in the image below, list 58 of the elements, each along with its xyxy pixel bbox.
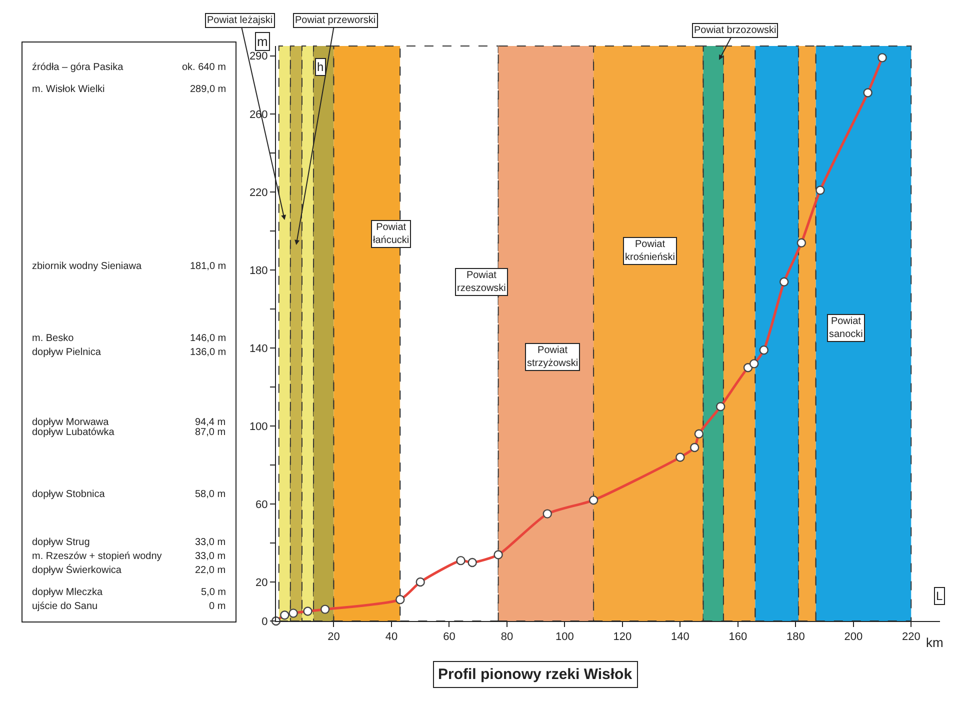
text: 87,0 m — [195, 427, 226, 438]
y-tick-label: 180 — [249, 265, 268, 277]
text: m. Rzeszów + stopień wodny — [32, 551, 162, 562]
text: 58,0 m — [195, 489, 226, 500]
text: 0 m — [209, 601, 226, 612]
x-tick-label: 180 — [786, 631, 805, 644]
x-tick-label: 40 — [385, 631, 398, 644]
y-tick-label: 60 — [256, 498, 268, 511]
x-axis-title: km — [926, 635, 944, 650]
y-tick-label: 220 — [249, 187, 268, 200]
band-label: Powiat sanocki — [829, 316, 863, 340]
text: dopływ Stobnica — [32, 489, 106, 500]
text: ujście do Sanu — [32, 601, 98, 612]
band-label: Powiat krośnieński — [625, 239, 676, 263]
text: 22,0 m — [195, 565, 226, 576]
text: dopływ Morwawa — [32, 417, 110, 428]
text: m. Wisłok Wielki — [32, 84, 105, 95]
x-tick-label: 220 — [902, 631, 920, 644]
text: dopływ Pielnica — [32, 347, 102, 358]
text: 33,0 m — [195, 537, 226, 548]
text: 146,0 m — [190, 333, 226, 344]
text: m. Besko — [32, 333, 74, 344]
band-label: Powiat brzozowski — [694, 25, 776, 36]
band-label: Powiat łańcucki — [373, 222, 410, 246]
band-label: Powiat przeworski — [295, 15, 376, 26]
x-tick-label: 60 — [443, 631, 456, 644]
text: 181,0 m — [190, 261, 226, 272]
text: 5,0 m — [201, 587, 226, 598]
text: Profil pionowy rzeki Wisłok — [438, 666, 633, 683]
text: dopływ Mleczka — [32, 587, 104, 598]
x-tick-label: 80 — [500, 631, 514, 644]
y-axis-title: m — [257, 34, 268, 49]
x-tick-label: 100 — [556, 631, 574, 644]
text: dopływ Strug — [32, 537, 90, 548]
band-label: Powiat strzyżowski — [527, 345, 578, 369]
text: 136,0 m — [190, 347, 226, 358]
text: ok. 640 m — [182, 62, 226, 73]
x-tick-label: 160 — [728, 631, 748, 644]
annotation: h — [317, 60, 324, 74]
y-tick-label: 20 — [256, 576, 268, 589]
y-tick-label: 140 — [249, 342, 268, 355]
y-tick-label: 100 — [249, 420, 268, 433]
text: dopływ Lubatówka — [32, 427, 115, 438]
x-tick-label: 120 — [613, 631, 632, 644]
text: dopływ Świerkowica — [32, 564, 122, 576]
text: zbiornik wodny Sieniawa — [32, 261, 142, 272]
band-label: Powiat leżajski — [207, 15, 273, 26]
x-tick-label: 200 — [844, 631, 863, 644]
band-label: Powiat rzeszowski — [457, 270, 506, 294]
y-tick-label: 0 — [262, 616, 268, 628]
text: źródła – góra Pasika — [32, 62, 124, 73]
text: 33,0 m — [195, 551, 226, 562]
text: 289,0 m — [190, 84, 226, 95]
text: 94,4 m — [195, 417, 226, 428]
x-tick-label: 140 — [670, 631, 690, 644]
x-tick-label: 20 — [328, 631, 340, 644]
annotation: L — [936, 589, 943, 603]
y-tick-label: 290 — [249, 50, 268, 63]
